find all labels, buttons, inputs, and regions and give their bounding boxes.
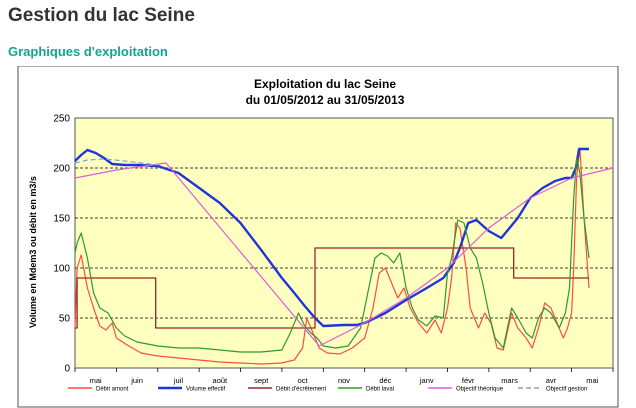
x-tick-label: janv [419, 376, 434, 385]
series-line [74, 147, 590, 365]
x-tick-label: mai [586, 376, 598, 385]
legend-label: Débit amont [96, 387, 129, 393]
series-line [74, 147, 589, 328]
legend-label: Objectif gestion [546, 387, 587, 393]
series-line [74, 157, 590, 353]
y-tick-label: 150 [53, 214, 70, 225]
x-tick-label: août [213, 376, 229, 385]
x-tick-label: juin [130, 376, 143, 385]
x-tick-label: mars [501, 376, 518, 385]
chart-subtitle: du 01/05/2012 au 31/05/2013 [246, 93, 405, 107]
y-tick-label: 100 [53, 264, 70, 275]
series-line [74, 162, 614, 347]
x-tick-label: sept [254, 376, 269, 385]
plot-area [74, 117, 614, 369]
chart-title: Exploitation du lac Seine [254, 77, 396, 91]
y-tick-label: 0 [64, 364, 70, 375]
series-lines [74, 147, 614, 365]
x-ticks: mai juin juil août sept oct nov déc janv févr mars… [74, 368, 614, 385]
x-tick-label: oct [298, 376, 309, 385]
legend-label: Volume effectif [186, 387, 226, 393]
x-tick-label: nov [338, 376, 350, 385]
y-tick-label: 200 [53, 164, 70, 175]
x-tick-label: mai [90, 376, 102, 385]
y-tick-label: 50 [59, 314, 71, 325]
y-tick-label: 250 [53, 114, 70, 125]
series-line [75, 247, 589, 329]
page-title: Gestion du lac Seine [8, 5, 195, 26]
legend-label: Objectif théorique [456, 387, 504, 393]
x-tick-label: déc [379, 376, 391, 385]
x-tick-label: juil [173, 376, 184, 385]
legend: Débit amont Volume effectif Débit d'écrête… [68, 387, 587, 393]
y-ticks: 0 50 100 150 200 250 [53, 114, 70, 375]
x-tick-label: févr [462, 376, 475, 385]
series-line [74, 158, 158, 166]
legend-label: Débit laval [366, 387, 394, 393]
x-tick-label: avr [546, 376, 557, 385]
legend-label: Débit d'écrêtement [276, 387, 327, 393]
page-subtitle: Graphiques d'exploitation [8, 44, 168, 59]
y-axis-label: Volume en Mdem3 ou débit en m3/s [28, 176, 38, 328]
exploitation-chart: Exploitation du lac Seine du 01/05/2012 … [17, 66, 619, 408]
